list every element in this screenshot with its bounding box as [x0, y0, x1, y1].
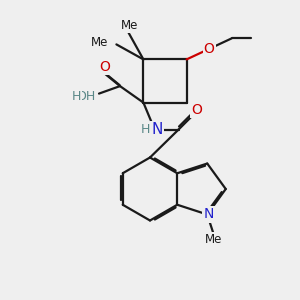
Text: O: O — [204, 42, 214, 56]
Text: Me: Me — [121, 19, 139, 32]
Text: H: H — [141, 123, 150, 136]
Text: Me: Me — [91, 35, 108, 49]
Text: O: O — [100, 60, 110, 74]
Text: N: N — [204, 208, 214, 221]
Text: H: H — [72, 89, 81, 103]
Text: O: O — [191, 103, 202, 117]
Text: Me: Me — [205, 233, 222, 246]
Text: N: N — [151, 122, 163, 137]
Text: OH: OH — [76, 89, 95, 103]
